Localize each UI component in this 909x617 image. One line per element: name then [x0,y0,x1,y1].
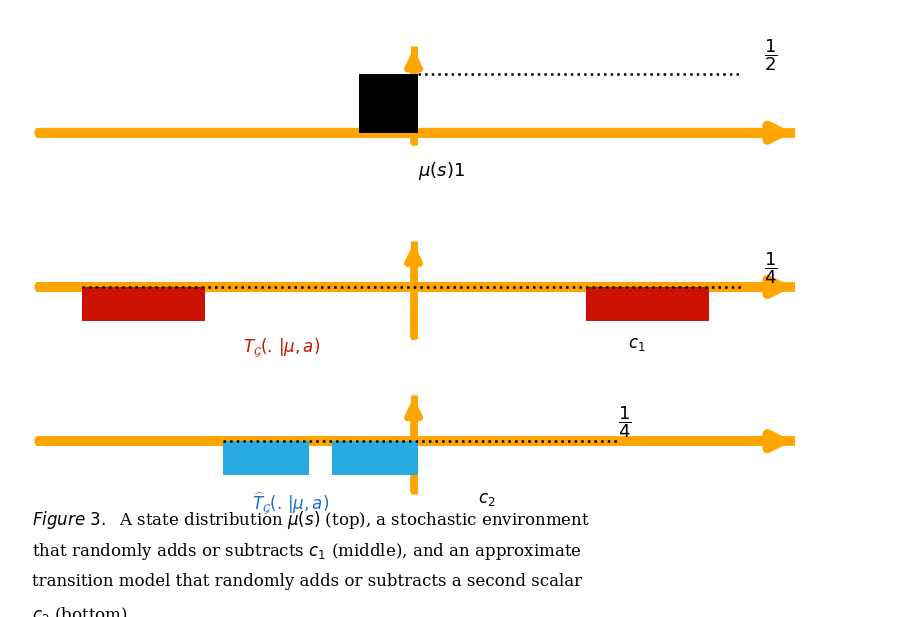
Text: $c_2$: $c_2$ [477,491,495,508]
Text: $\mu(s)$$1$: $\mu(s)$$1$ [418,160,465,183]
Bar [223,441,309,475]
Text: that randomly adds or subtracts $c_1$ (middle), and an approximate: that randomly adds or subtracts $c_1$ (m… [32,541,582,562]
Bar [359,74,418,133]
Text: $\widehat{T}_{\mathcal{G}}(.\,|\mu, a)$: $\widehat{T}_{\mathcal{G}}(.\,|\mu, a)$ [253,491,329,516]
Text: $\it{Figure\ 3.}$  A state distribution $\mu(s)$ (top), a stochastic environment: $\it{Figure\ 3.}$ A state distribution $… [32,509,590,531]
Text: $c_1$: $c_1$ [627,336,645,354]
Bar [82,287,205,321]
Text: $\dfrac{1}{2}$: $\dfrac{1}{2}$ [764,37,777,73]
Text: $\dfrac{1}{4}$: $\dfrac{1}{4}$ [764,250,777,286]
Text: $c_2$ (bottom).: $c_2$ (bottom). [32,605,133,617]
Bar [332,441,418,475]
Bar [586,287,709,321]
Text: $\dfrac{1}{4}$: $\dfrac{1}{4}$ [618,404,632,440]
Text: transition model that randomly adds or subtracts a second scalar: transition model that randomly adds or s… [32,573,582,590]
Text: $T_{\mathcal{G}}(.\,|\mu, a)$: $T_{\mathcal{G}}(.\,|\mu, a)$ [244,336,320,359]
